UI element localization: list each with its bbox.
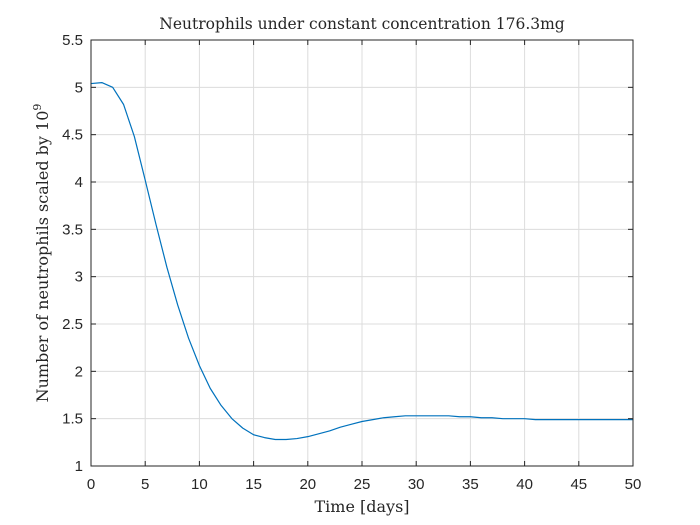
y-tick-label: 1 (75, 458, 83, 475)
x-tick-label: 45 (570, 476, 587, 493)
x-tick-label: 40 (516, 476, 533, 493)
x-axis-label: Time [days] (314, 497, 409, 516)
x-tick-label: 35 (462, 476, 479, 493)
y-tick-label: 4.5 (62, 127, 83, 144)
y-tick-label: 1.5 (62, 411, 83, 428)
ticks (90, 39, 634, 467)
x-tick-label: 50 (625, 476, 642, 493)
y-axis-label: Number of neutrophils scaled by 109 (31, 104, 52, 403)
x-tick-label: 30 (408, 476, 425, 493)
y-tick-labels: 1 1.5 2 2.5 3 3.5 4 4.5 5 5.5 (62, 32, 83, 475)
y-tick-label: 3 (75, 269, 83, 286)
x-tick-labels: 0 5 10 15 20 25 30 35 40 45 50 (87, 476, 642, 493)
chart-title: Neutrophils under constant concentration… (159, 15, 565, 33)
series-line (90, 81, 634, 441)
y-axis-label-exponent: 9 (31, 104, 44, 111)
y-tick-label: 3.5 (62, 221, 83, 238)
y-tick-label: 2 (75, 363, 83, 380)
x-tick-label: 15 (245, 476, 262, 493)
y-tick-label: 2.5 (62, 316, 83, 333)
y-tick-label: 5 (75, 79, 83, 96)
y-tick-label: 5.5 (62, 32, 83, 49)
y-axis-label-text: Number of neutrophils scaled by 10 (33, 111, 52, 403)
x-tick-label: 5 (141, 476, 149, 493)
x-tick-label: 10 (191, 476, 208, 493)
series-layer (90, 81, 634, 441)
y-tick-label: 4 (75, 174, 83, 191)
x-tick-label: 25 (354, 476, 371, 493)
x-tick-label: 20 (299, 476, 316, 493)
x-tick-label: 0 (87, 476, 95, 493)
